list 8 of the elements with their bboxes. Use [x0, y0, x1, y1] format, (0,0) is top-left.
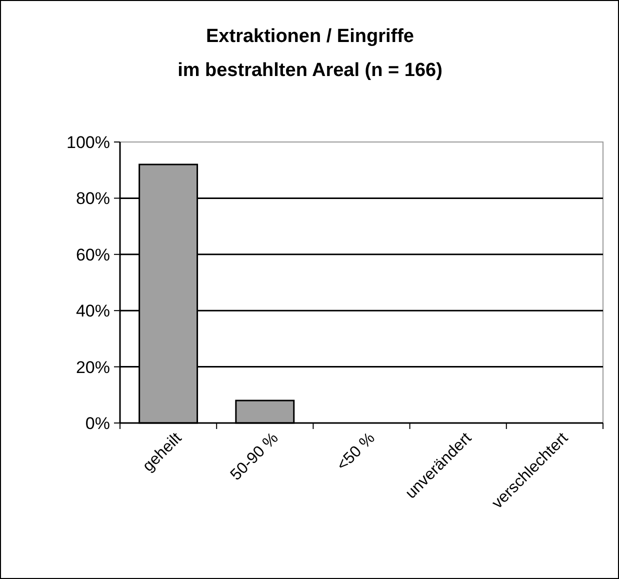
x-tick-label: <50 % — [334, 430, 378, 474]
y-tick-label: 20% — [76, 358, 110, 377]
y-tick-label: 40% — [76, 302, 110, 321]
chart-title: Extraktionen / Eingriffe im bestrahlten Areal (n = 166) — [178, 26, 442, 81]
y-tick-label: 0% — [85, 414, 110, 433]
y-tick-label: 60% — [76, 245, 110, 264]
y-tick-label: 80% — [76, 189, 110, 208]
y-tick-label: 100% — [66, 132, 110, 152]
